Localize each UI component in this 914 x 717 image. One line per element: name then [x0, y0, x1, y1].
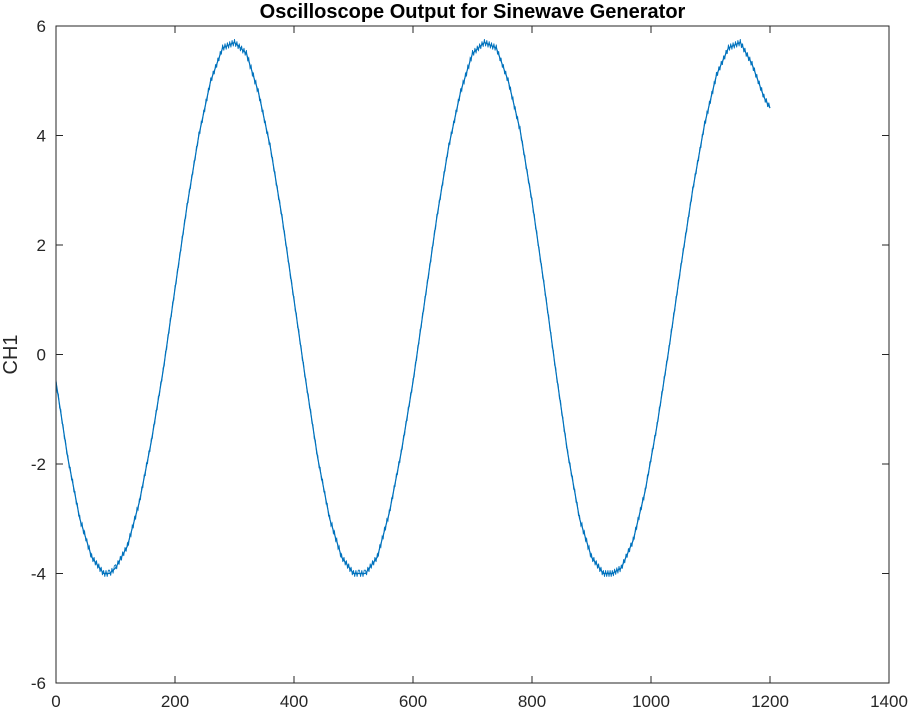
y-axis-label: CH1: [0, 334, 22, 374]
x-tick-label: 800: [518, 692, 546, 711]
x-tick-label: 200: [161, 692, 189, 711]
y-tick-label: -2: [31, 455, 46, 474]
x-tick-label: 400: [280, 692, 308, 711]
x-tick-label: 1000: [632, 692, 670, 711]
chart-title: Oscilloscope Output for Sinewave Generat…: [260, 1, 686, 23]
y-tick-label: 4: [37, 127, 46, 146]
x-tick-label: 1200: [751, 692, 789, 711]
x-tick-label: 600: [399, 692, 427, 711]
y-tick-label: -6: [31, 674, 46, 693]
series-line-noise: [55, 39, 771, 577]
ticks-layer: 0 200 400 600 800 1000 1200 1400 -6 -4 -2 0 2 4 6: [31, 17, 908, 711]
series-layer: [55, 39, 771, 577]
y-tick-label: 2: [37, 236, 46, 255]
x-tick-label: 0: [51, 692, 60, 711]
y-tick-label: 6: [37, 17, 46, 36]
plot-area: [56, 26, 889, 683]
y-tick-label: -4: [31, 565, 46, 584]
plot-frame: [55, 25, 890, 684]
y-tick-label: 0: [37, 346, 46, 365]
x-tick-label: 1400: [870, 692, 908, 711]
